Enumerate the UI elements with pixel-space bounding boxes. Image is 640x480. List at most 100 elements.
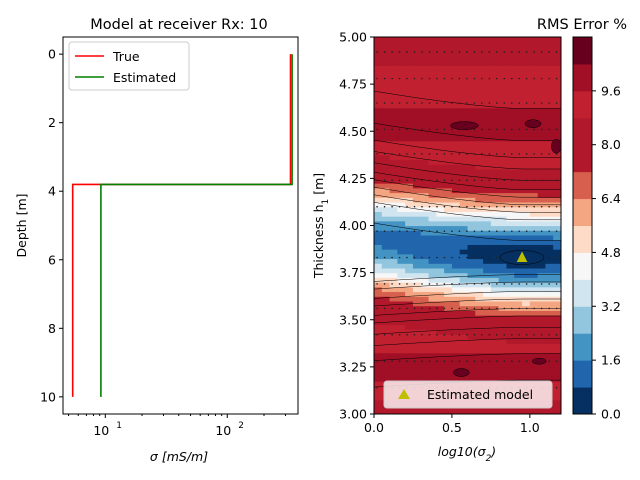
contour-cell (537, 300, 547, 307)
contour-cell (412, 178, 422, 184)
left-y-tick-label: 8 (48, 321, 56, 336)
contour-cell (420, 79, 430, 85)
contour-cell (467, 230, 476, 236)
contour-cell (428, 324, 437, 330)
contour-cell (389, 220, 398, 227)
sample-dot (555, 334, 558, 336)
contour-cell (412, 324, 422, 330)
contour-cell (374, 385, 383, 392)
sample-dot (451, 307, 453, 310)
contour-cell (553, 338, 561, 344)
contour-cell (506, 211, 515, 217)
contour-cell (381, 187, 391, 194)
contour-cell (553, 348, 561, 354)
contour-cell (389, 296, 398, 302)
contour-cell (405, 329, 414, 335)
sample-dot (548, 153, 550, 155)
contour-cell (529, 371, 539, 377)
contour-cell (412, 51, 422, 57)
contour-cell (537, 310, 547, 316)
contour-cell (436, 286, 445, 293)
contour-cell (374, 211, 383, 217)
contour-cell (522, 216, 531, 222)
contour-cell (475, 117, 484, 123)
contour-cell (490, 74, 500, 81)
contour-cell (506, 371, 515, 377)
right-y-tick-label: 3.00 (339, 407, 367, 422)
colorbar: 0.01.63.24.86.48.09.6 (572, 36, 621, 422)
contour-cell (389, 121, 398, 128)
contour-cell (420, 88, 430, 95)
contour-cell (397, 366, 406, 373)
contour-cell (412, 117, 422, 123)
contour-cell (522, 343, 531, 349)
contour-cell (475, 343, 484, 349)
contour-cell (529, 277, 539, 283)
contour-cell (397, 286, 406, 293)
contour-cell (467, 277, 476, 283)
sample-dot (383, 360, 386, 363)
contour-cell (553, 41, 561, 48)
contour-cell (412, 239, 422, 245)
contour-cell (428, 249, 437, 255)
contour-cell (498, 93, 508, 99)
contour-cell (467, 69, 476, 76)
contour-cell (381, 211, 391, 217)
contour-cell (467, 362, 476, 368)
contour-cell (522, 206, 531, 212)
contour-cell (451, 310, 461, 316)
left-y-tick-label: 10 (40, 389, 56, 404)
sample-dot (473, 230, 476, 232)
sample-dot (458, 360, 461, 363)
contour-cell (412, 338, 422, 344)
contour-cell (428, 37, 437, 43)
contour-cell (483, 150, 492, 156)
contour-cell (553, 395, 561, 401)
contour-cell (475, 197, 484, 203)
contour-cell (553, 267, 561, 274)
contour-cell (374, 107, 383, 113)
contour-cell (490, 267, 500, 274)
contour-cell (467, 84, 476, 90)
contour-cell (490, 121, 500, 128)
contour-cell (459, 249, 469, 255)
sample-dot (548, 360, 550, 363)
contour-cell (498, 305, 508, 311)
sample-dot (413, 360, 416, 363)
contour-line (374, 353, 561, 361)
contour-cell (475, 253, 484, 260)
contour-cell (514, 102, 523, 109)
contour-cell (428, 211, 437, 217)
contour-cell (436, 164, 445, 170)
contour-cell (467, 211, 476, 217)
contour-cell (405, 286, 414, 293)
sample-dot (533, 153, 535, 155)
contour-cell (483, 121, 492, 128)
contour-cell (405, 216, 414, 222)
contour-cell (451, 102, 461, 109)
contour-cell (420, 362, 430, 368)
contour-cell (374, 159, 383, 165)
contour-cell (397, 267, 406, 274)
contour-cell (498, 352, 508, 359)
colorbar-tick-label: 9.6 (601, 83, 621, 98)
contour-cell (405, 51, 414, 57)
contour-cell (374, 348, 383, 354)
contour-cell (436, 117, 445, 123)
contour-cell (428, 348, 437, 354)
contour-cell (444, 150, 453, 156)
contour-cell (522, 357, 531, 363)
contour-cell (420, 338, 430, 344)
contour-cell (498, 267, 508, 274)
contour-cell (412, 409, 422, 414)
contour-cell (490, 107, 500, 113)
contour-cell (490, 409, 500, 414)
contour-cell (412, 348, 422, 354)
contour-cell (420, 159, 430, 165)
contour-cell (514, 211, 523, 217)
contour-cell (381, 102, 391, 109)
contour-cell (389, 234, 398, 241)
contour-cell (412, 357, 422, 363)
contour-cell (444, 263, 453, 269)
contour-cell (483, 338, 492, 344)
